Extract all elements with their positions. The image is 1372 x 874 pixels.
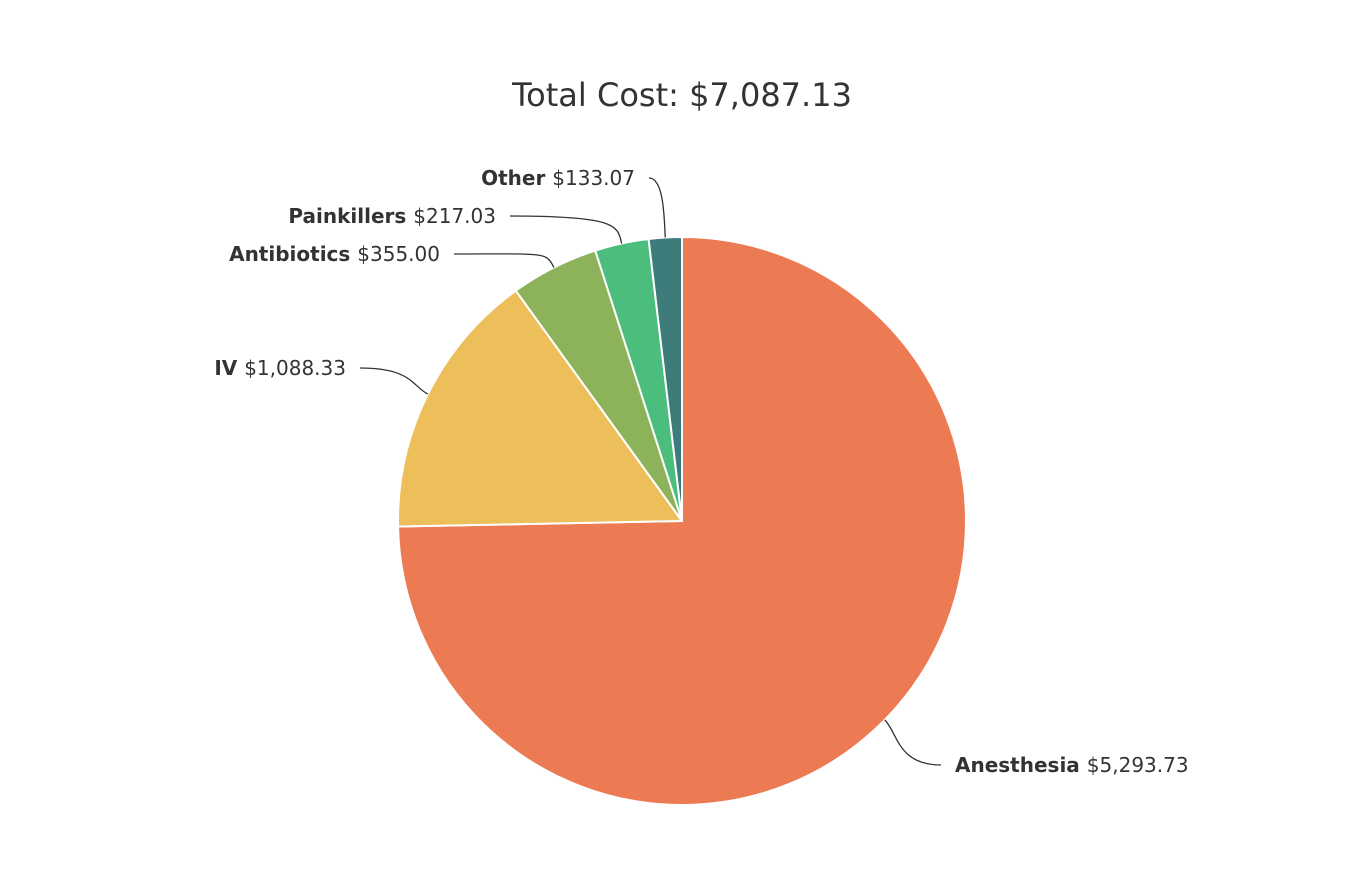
label-connectors bbox=[359, 177, 942, 766]
slice-label-name: Antibiotics bbox=[229, 242, 357, 266]
chart-title: Total Cost: $7,087.13 bbox=[511, 76, 852, 114]
slice-label-iv: IV $1,088.33 bbox=[214, 356, 346, 380]
pie-slices bbox=[397, 235, 967, 806]
connector-anesthesia bbox=[884, 719, 942, 766]
slice-label-value: $217.03 bbox=[413, 204, 496, 228]
slice-label-antibiotics: Antibiotics $355.00 bbox=[229, 242, 440, 266]
slice-label-name: Anesthesia bbox=[955, 753, 1087, 777]
connector-iv bbox=[359, 367, 429, 395]
slice-label-painkillers: Painkillers $217.03 bbox=[288, 204, 496, 228]
connector-other bbox=[648, 177, 666, 238]
slice-label-other: Other $133.07 bbox=[481, 166, 635, 190]
slice-label-value: $355.00 bbox=[357, 242, 440, 266]
slice-labels: Anesthesia $5,293.73 IV $1,088.33 Antibiot… bbox=[214, 166, 1188, 777]
slice-label-anesthesia: Anesthesia $5,293.73 bbox=[955, 753, 1189, 777]
connector-painkillers bbox=[509, 215, 623, 244]
slice-label-value: $5,293.73 bbox=[1087, 753, 1189, 777]
slice-label-name: Other bbox=[481, 166, 552, 190]
pie-slice-other[interactable] bbox=[647, 235, 683, 522]
slice-label-value: $1,088.33 bbox=[244, 356, 346, 380]
pie-slice-iv[interactable] bbox=[397, 289, 683, 528]
connector-antibiotics bbox=[453, 253, 555, 268]
slice-label-name: Painkillers bbox=[288, 204, 413, 228]
slice-label-value: $133.07 bbox=[552, 166, 635, 190]
slice-label-name: IV bbox=[214, 356, 244, 380]
